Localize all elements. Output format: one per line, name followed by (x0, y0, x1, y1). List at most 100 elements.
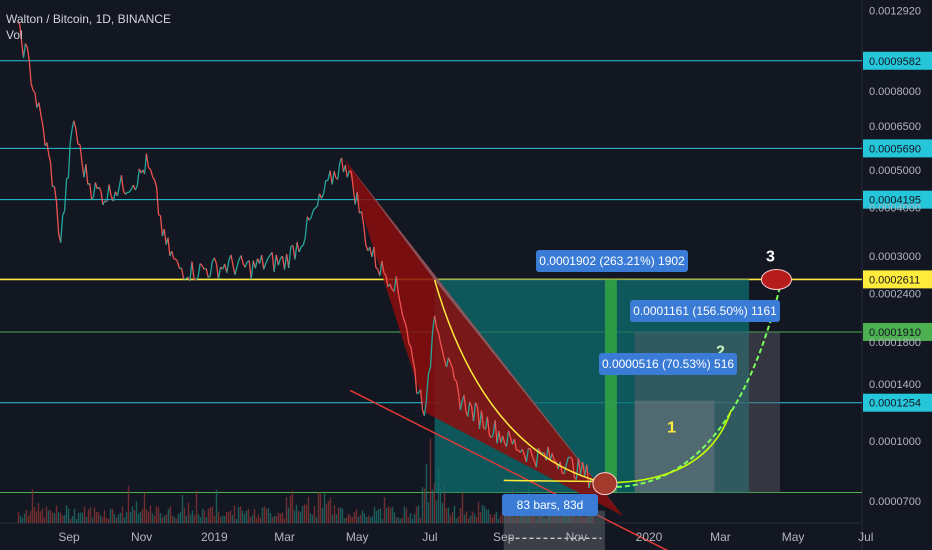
volume-bar (381, 518, 384, 523)
volume-bar (467, 518, 470, 523)
price-candle-segment (163, 228, 167, 245)
volume-bar (255, 517, 258, 523)
price-candle-segment (425, 373, 430, 402)
volume-bar (345, 517, 348, 523)
price-candle-segment (102, 200, 106, 206)
volume-bar (229, 510, 232, 523)
price-candle-segment (17, 20, 21, 25)
price-candle-segment (116, 185, 121, 196)
price-candle-segment (329, 170, 333, 185)
time-axis-label: 2020 (636, 530, 663, 544)
price-candle-segment (457, 392, 461, 411)
volume-bar (465, 511, 468, 523)
price-axis-label: 0.0001000 (869, 436, 921, 448)
volume-bar (351, 516, 354, 523)
volume-bar (397, 517, 400, 523)
price-candle-segment (134, 185, 138, 191)
price-candle-segment (441, 351, 446, 361)
price-candle-segment (333, 170, 337, 179)
volume-bar (283, 518, 286, 523)
price-candle-segment (393, 276, 397, 292)
price-candle-segment (577, 458, 582, 475)
volume-bar (109, 508, 112, 523)
price-candle-segment (451, 367, 456, 380)
volume-bar (125, 512, 128, 523)
price-candle-segment (49, 162, 53, 187)
measure-green-bar (604, 279, 617, 493)
price-candle-segment (408, 343, 412, 348)
price-candle-segment (215, 263, 220, 280)
projection-curve (616, 286, 781, 488)
volume-bar (339, 507, 342, 523)
price-candle-segment (490, 434, 494, 439)
volume-bar (473, 513, 476, 523)
volume-bar (187, 502, 190, 523)
volume-bar (251, 515, 254, 523)
volume-bar (321, 508, 324, 523)
price-candle-segment (505, 430, 510, 447)
volume-bar (41, 508, 44, 523)
price-candle-segment (171, 250, 175, 259)
price-axis-label: 0.0003000 (869, 251, 921, 263)
volume-bar (25, 509, 28, 523)
price-candle-segment (91, 196, 95, 201)
price-candle-segment (352, 188, 356, 205)
volume-bar (307, 496, 310, 523)
price-candle-segment (152, 176, 156, 181)
price-candle-segment (480, 410, 485, 428)
volume-bar (215, 489, 218, 523)
volume-bar (297, 510, 300, 523)
volume-bar (305, 504, 308, 523)
volume-bar (227, 512, 230, 523)
price-candle-segment (586, 464, 590, 488)
price-candle-segment (254, 258, 259, 269)
volume-bar (419, 518, 422, 523)
price-candle-segment (112, 191, 117, 202)
volume-bar (177, 514, 180, 523)
volume-bar (337, 507, 340, 523)
volume-bar (217, 511, 220, 523)
volume-bar (185, 516, 188, 523)
price-candle-segment (472, 402, 477, 422)
volume-bar (171, 515, 174, 523)
price-candle-segment (199, 263, 203, 267)
price-candle-segment (344, 165, 348, 178)
volume-bar (451, 512, 454, 523)
price-candle-segment (416, 392, 419, 395)
price-candle-segment (531, 456, 535, 462)
price-candle-segment (174, 258, 178, 262)
volume-bar (387, 506, 390, 523)
price-candle-segment (158, 214, 161, 217)
price-candle-segment (383, 272, 387, 277)
price-candle-segment (302, 237, 306, 246)
price-candle-segment (143, 153, 148, 175)
price-candle-segment (463, 395, 467, 412)
volume-bar (441, 503, 444, 523)
price-candle-segment (331, 171, 335, 185)
price-candle-segment (38, 102, 42, 116)
volume-bar (329, 497, 332, 523)
price-candle-segment (213, 257, 217, 264)
volume-bar (161, 517, 164, 523)
volume-bar (21, 517, 24, 523)
volume-bar (191, 510, 194, 523)
time-axis-label: Jul (422, 530, 437, 544)
lower-trendline (349, 389, 669, 550)
price-candle-segment (189, 261, 193, 281)
price-candle-segment (349, 170, 352, 172)
price-candle-segment (46, 142, 50, 155)
volume-bar (405, 508, 408, 523)
price-candle-segment (265, 258, 269, 264)
price-candle-segment (498, 430, 502, 443)
volume-bar (137, 513, 140, 523)
price-candle-segment (565, 457, 569, 466)
price-candle-segment (77, 143, 81, 146)
volume-bar (265, 508, 268, 523)
price-candle-segment (298, 246, 302, 253)
price-candle-segment (537, 447, 541, 453)
price-candle-segment (34, 92, 38, 108)
volume-bar (93, 507, 96, 523)
volume-bar (495, 511, 498, 523)
wave-label: 1 (667, 420, 676, 437)
